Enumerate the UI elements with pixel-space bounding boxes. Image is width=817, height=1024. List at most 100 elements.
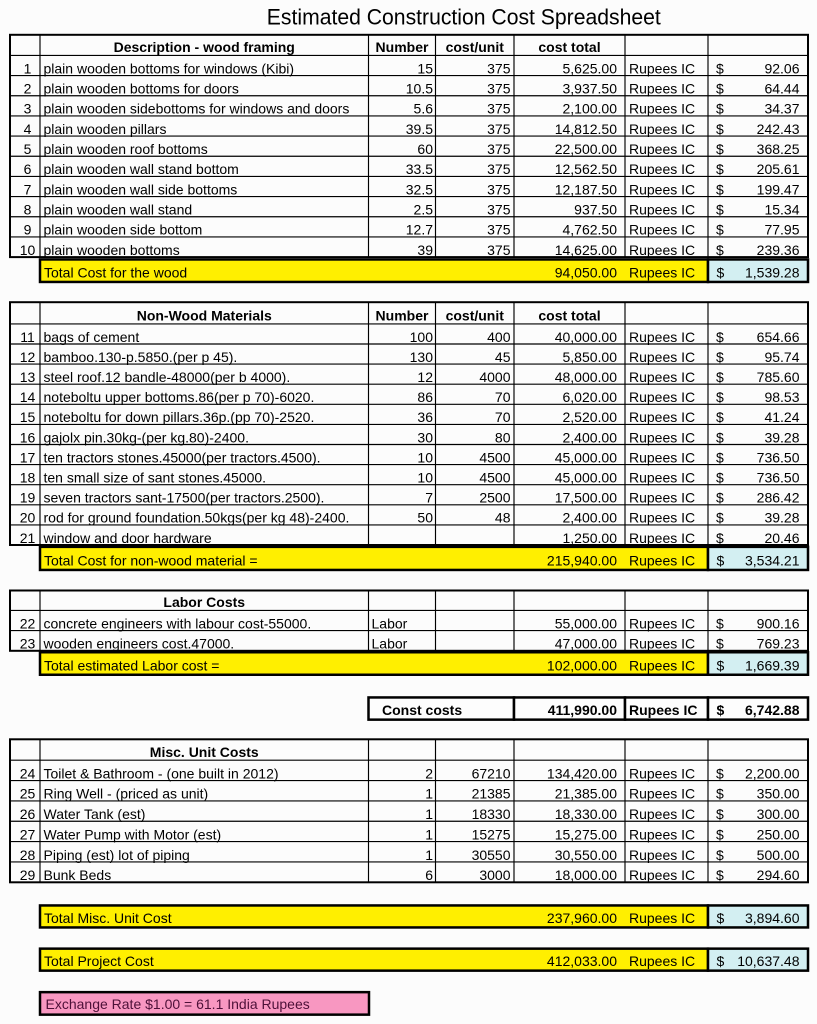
svg-text:Rupees IC: Rupees IC — [629, 369, 695, 385]
svg-text:1: 1 — [24, 60, 32, 76]
svg-text:10: 10 — [20, 242, 36, 258]
svg-text:Rupees IC: Rupees IC — [629, 202, 695, 218]
svg-text:48: 48 — [495, 510, 511, 526]
svg-text:$: $ — [716, 389, 724, 405]
svg-text:70: 70 — [495, 389, 511, 405]
svg-text:45,000.00: 45,000.00 — [555, 470, 617, 486]
svg-text:375: 375 — [487, 242, 511, 258]
svg-text:Labor: Labor — [372, 636, 408, 652]
svg-text:Total Cost for the wood: Total Cost for the wood — [44, 265, 187, 281]
svg-text:15275: 15275 — [472, 826, 511, 842]
svg-text:1: 1 — [425, 826, 433, 842]
svg-text:21385: 21385 — [472, 786, 511, 802]
svg-text:22: 22 — [20, 615, 36, 631]
svg-text:95.74: 95.74 — [764, 349, 799, 365]
svg-text:30,550.00: 30,550.00 — [555, 847, 617, 863]
svg-text:286.42: 286.42 — [757, 490, 800, 506]
svg-text:1: 1 — [425, 847, 433, 863]
svg-text:4: 4 — [24, 121, 32, 137]
svg-text:205.61: 205.61 — [757, 161, 800, 177]
svg-text:Rupees IC: Rupees IC — [629, 329, 695, 345]
svg-text:10: 10 — [417, 470, 433, 486]
svg-text:ten small size of sant stones.: ten small size of sant stones.45000. — [44, 470, 267, 486]
svg-text:18: 18 — [20, 470, 36, 486]
svg-text:134,420.00: 134,420.00 — [547, 765, 617, 781]
svg-text:11: 11 — [20, 329, 35, 345]
svg-text:375: 375 — [487, 202, 511, 218]
svg-text:2,100.00: 2,100.00 — [563, 101, 618, 117]
svg-text:cost total: cost total — [538, 308, 600, 324]
svg-text:18330: 18330 — [472, 806, 511, 822]
svg-text:$: $ — [717, 910, 725, 926]
svg-text:$: $ — [717, 553, 725, 569]
svg-text:Description - wood framing: Description - wood framing — [114, 39, 295, 55]
svg-text:45,000.00: 45,000.00 — [555, 449, 617, 465]
svg-text:60: 60 — [417, 141, 433, 157]
svg-text:noteboltu upper bottoms.86(per: noteboltu upper bottoms.86(per p 70)-602… — [44, 389, 315, 405]
svg-text:$: $ — [716, 867, 724, 883]
svg-text:1,539.28: 1,539.28 — [745, 265, 800, 281]
svg-text:937.50: 937.50 — [574, 202, 617, 218]
svg-text:$: $ — [716, 470, 724, 486]
svg-text:14,812.50: 14,812.50 — [555, 121, 617, 137]
svg-text:ten tractors stones.45000(per: ten tractors stones.45000(per tractors.4… — [44, 449, 321, 465]
svg-text:350.00: 350.00 — [757, 786, 800, 802]
svg-text:plain wooden bottoms for doors: plain wooden bottoms for doors — [44, 81, 239, 97]
svg-text:plain wooden wall side bottoms: plain wooden wall side bottoms — [44, 181, 238, 197]
svg-text:Rupees IC: Rupees IC — [629, 449, 695, 465]
svg-text:gajolx pin.30kg-(per kg.80)-24: gajolx pin.30kg-(per kg.80)-2400. — [44, 429, 249, 445]
svg-text:plain wooden wall stand: plain wooden wall stand — [44, 202, 193, 218]
svg-text:Const costs: Const costs — [382, 702, 462, 718]
svg-text:45: 45 — [495, 349, 511, 365]
svg-text:$: $ — [716, 786, 724, 802]
svg-text:22,500.00: 22,500.00 — [555, 141, 617, 157]
svg-text:Rupees IC: Rupees IC — [629, 222, 695, 238]
svg-text:2.5: 2.5 — [414, 202, 434, 218]
svg-text:34.37: 34.37 — [764, 101, 799, 117]
svg-text:20.46: 20.46 — [764, 530, 799, 546]
svg-text:30550: 30550 — [472, 847, 511, 863]
svg-text:32.5: 32.5 — [406, 181, 433, 197]
svg-text:Rupees IC: Rupees IC — [629, 510, 695, 526]
svg-text:Number: Number — [376, 39, 429, 55]
svg-text:$: $ — [717, 265, 725, 281]
svg-text:19: 19 — [20, 490, 36, 506]
svg-text:39: 39 — [417, 242, 433, 258]
svg-text:3,937.50: 3,937.50 — [563, 81, 618, 97]
svg-text:12,562.50: 12,562.50 — [555, 161, 617, 177]
svg-text:Rupees IC: Rupees IC — [629, 847, 695, 863]
svg-text:$: $ — [717, 953, 725, 969]
svg-text:24: 24 — [20, 765, 36, 781]
svg-text:39.28: 39.28 — [764, 510, 799, 526]
svg-text:$: $ — [716, 81, 724, 97]
svg-text:94,050.00: 94,050.00 — [555, 265, 617, 281]
svg-text:$: $ — [716, 826, 724, 842]
svg-text:67210: 67210 — [472, 765, 511, 781]
svg-text:$: $ — [716, 141, 724, 157]
svg-text:375: 375 — [487, 81, 511, 97]
svg-text:rod for ground foundation.50kg: rod for ground foundation.50kgs(per kg 4… — [44, 510, 350, 526]
svg-text:412,033.00: 412,033.00 — [547, 953, 617, 969]
svg-text:Rupees IC: Rupees IC — [629, 121, 695, 137]
svg-text:$: $ — [716, 101, 724, 117]
svg-text:2,200.00: 2,200.00 — [745, 765, 800, 781]
svg-text:239.36: 239.36 — [757, 242, 800, 258]
svg-text:Rupees IC: Rupees IC — [629, 60, 695, 76]
svg-text:$: $ — [716, 765, 724, 781]
svg-text:$: $ — [717, 657, 725, 673]
svg-text:Labor: Labor — [372, 615, 408, 631]
svg-text:cost/unit: cost/unit — [446, 308, 505, 324]
svg-text:12.7: 12.7 — [406, 222, 433, 238]
svg-text:4500: 4500 — [479, 449, 510, 465]
svg-text:Rupees IC: Rupees IC — [629, 530, 695, 546]
svg-text:Ring Well - (priced as unit): Ring Well - (priced as unit) — [44, 786, 209, 802]
svg-text:8: 8 — [24, 202, 32, 218]
svg-text:400: 400 — [487, 329, 511, 345]
svg-text:130: 130 — [410, 349, 434, 365]
svg-text:Water Pump with Motor (est): Water Pump with Motor (est) — [44, 826, 222, 842]
svg-text:736.50: 736.50 — [757, 449, 800, 465]
svg-text:7: 7 — [24, 181, 32, 197]
svg-text:$: $ — [716, 181, 724, 197]
svg-text:$: $ — [716, 510, 724, 526]
svg-text:$: $ — [716, 636, 724, 652]
